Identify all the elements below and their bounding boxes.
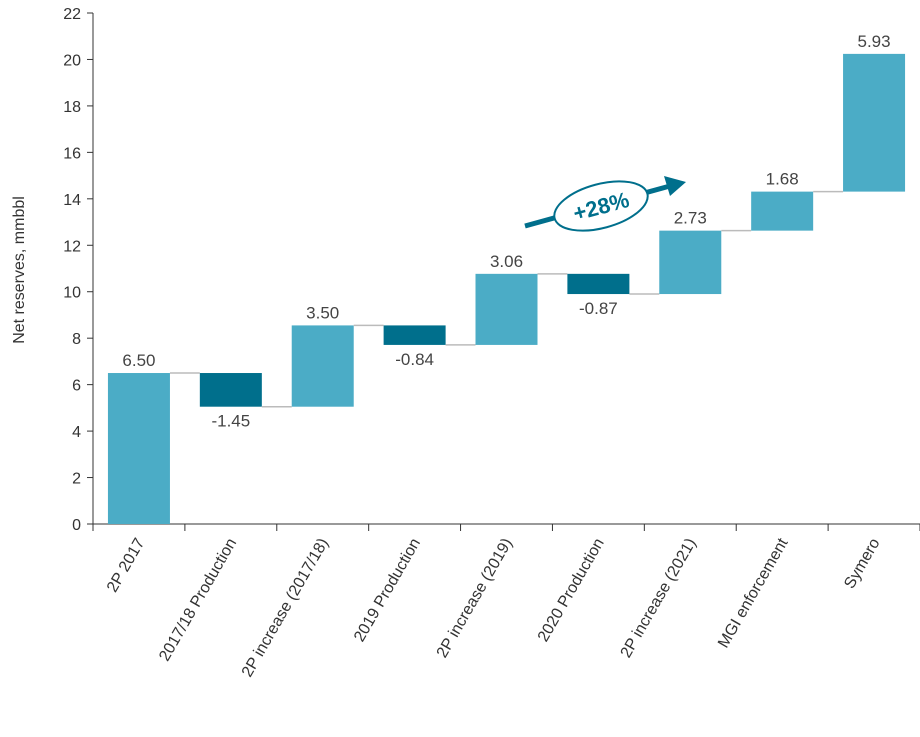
y-tick-label: 18 (63, 99, 81, 116)
y-tick-label: 4 (72, 424, 81, 441)
y-tick-label: 14 (63, 192, 81, 209)
annotation-arrowhead (664, 176, 686, 196)
x-tick-label: 2P 2017 (104, 535, 148, 595)
bar (475, 273, 538, 345)
value-label: -0.84 (395, 350, 434, 369)
value-label: -0.87 (579, 299, 618, 318)
y-tick-label: 8 (72, 331, 81, 348)
value-label: 3.06 (490, 252, 523, 271)
x-tick-label: 2019 Production (351, 536, 424, 645)
value-label: -1.45 (211, 412, 250, 431)
value-label: 3.50 (306, 303, 339, 322)
x-tick-label: 2017/18 Production (156, 536, 240, 665)
y-tick-label: 20 (63, 52, 81, 69)
y-tick-label: 12 (63, 238, 81, 255)
bar (383, 325, 446, 345)
y-tick-label: 0 (72, 517, 81, 534)
bar (751, 191, 814, 231)
value-label: 2.73 (674, 209, 707, 228)
x-tick-label: 2P increase (2017/18) (239, 536, 332, 681)
bar (567, 273, 630, 295)
annotation-ellipse (553, 180, 649, 232)
value-label: 6.50 (122, 351, 155, 370)
bar (107, 373, 170, 524)
x-tick-label: MGI enforcement (715, 535, 792, 651)
y-axis-label: Net reserves, mmbbl (11, 196, 28, 344)
x-tick-label: Symero (841, 535, 883, 591)
y-tick-label: 22 (63, 6, 81, 23)
bar (199, 373, 262, 407)
bar (291, 325, 354, 407)
x-tick-label: 2P increase (2021) (618, 536, 700, 661)
value-label: 5.93 (858, 32, 891, 51)
y-tick-label: 6 (72, 378, 81, 395)
y-tick-label: 10 (63, 285, 81, 302)
x-tick-label: 2P increase (2019) (434, 536, 516, 661)
y-tick-label: 2 (72, 471, 81, 488)
value-label: 1.68 (766, 170, 799, 189)
annotation: +28% (524, 176, 686, 232)
bar (843, 53, 906, 192)
x-tick-label: 2020 Production (535, 536, 608, 645)
bar (659, 230, 722, 295)
y-tick-label: 16 (63, 145, 81, 162)
